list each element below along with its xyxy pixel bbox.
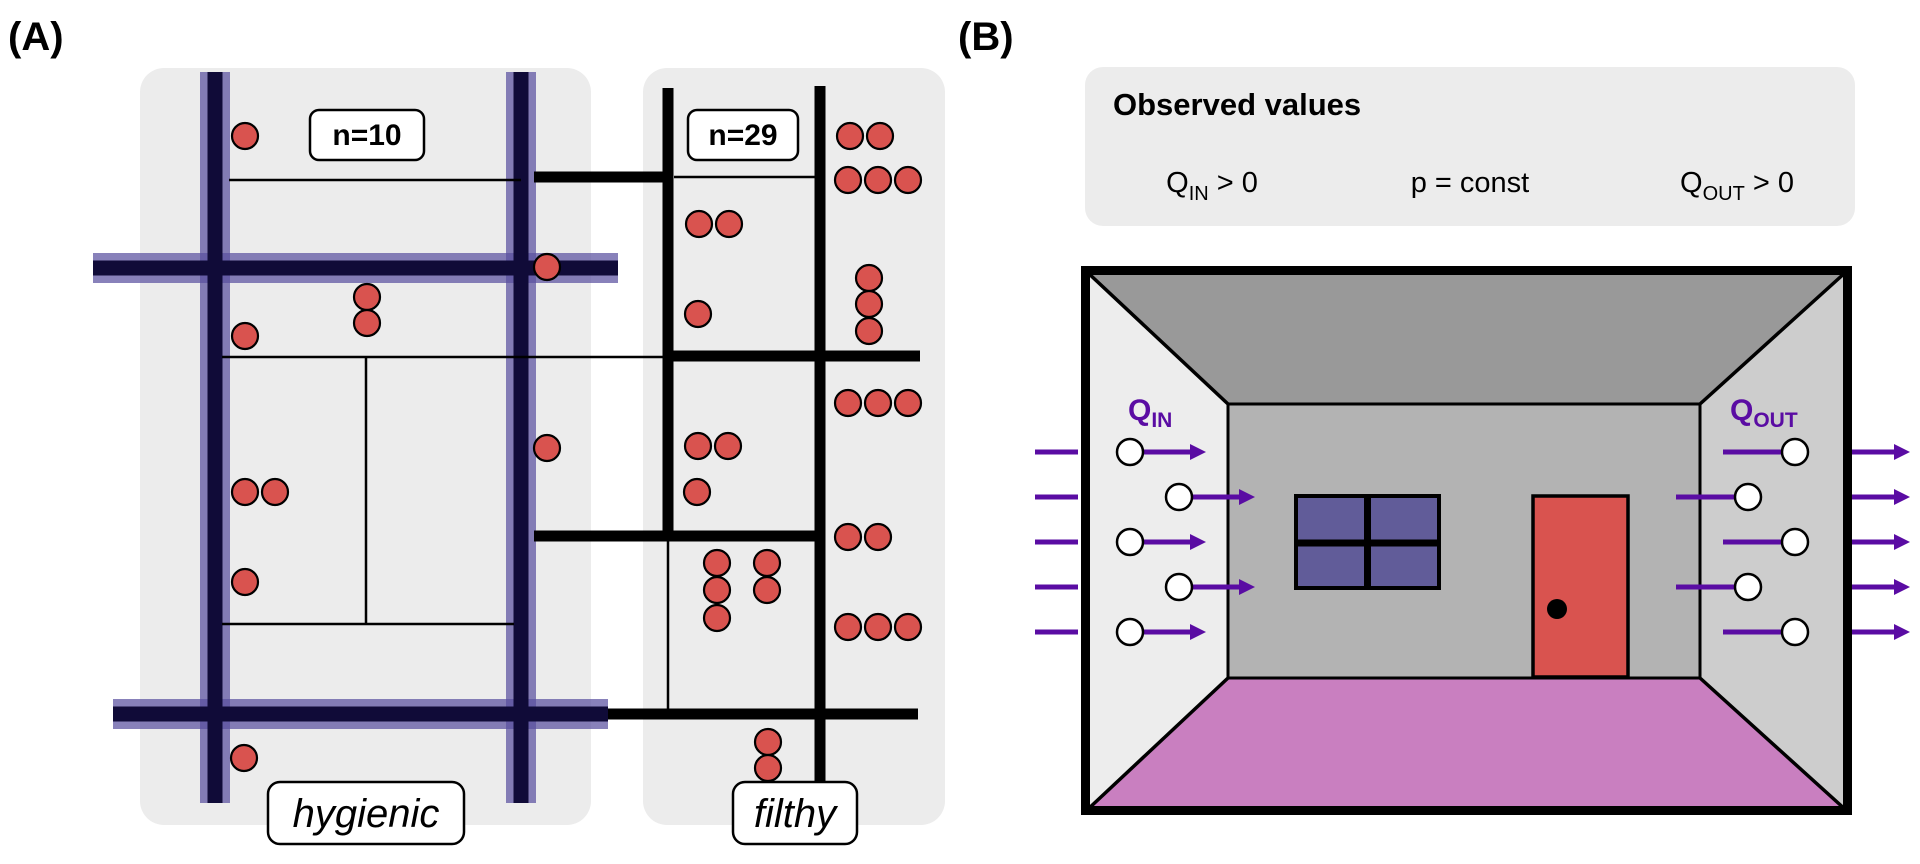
filthy-dot (863, 612, 893, 642)
outflow-vent-hole (1780, 527, 1810, 557)
hygienic-dot (352, 282, 382, 312)
arrowhead-icon (1894, 624, 1910, 640)
arrowhead-icon (1894, 579, 1910, 595)
room-outer-border (1081, 266, 1852, 815)
filthy-dot (702, 603, 732, 633)
hygienic-dot (352, 308, 382, 338)
filthy-dot (833, 612, 863, 642)
inflow-vent-hole (1115, 527, 1145, 557)
door-knob (1547, 599, 1567, 619)
inflow-vent-hole (1164, 572, 1194, 602)
observed-qout-value: QOUT > 0 (1680, 167, 1794, 205)
hygienic-dot (532, 433, 562, 463)
corner-edge-bottom-right (1698, 676, 1849, 813)
filthy-dot (702, 548, 732, 578)
outflow-vent-hole (1733, 572, 1763, 602)
filthy-dot (702, 575, 732, 605)
room-diagram: QIN QOUT (1035, 266, 1910, 815)
room-ceiling (1086, 271, 1847, 404)
outflow-vent-hole (1733, 482, 1763, 512)
filthy-name-label: filthy (754, 792, 839, 836)
corner-edge-top-right (1698, 269, 1849, 406)
observed-values-box (1085, 67, 1855, 226)
hygienic-dot (230, 321, 260, 351)
hygienic-dot (260, 477, 290, 507)
black-minor-streets (222, 175, 818, 712)
outflow-vent-hole (1780, 617, 1810, 647)
arrowhead-icon (1190, 444, 1206, 460)
inflow-vent-hole (1115, 617, 1145, 647)
filthy-dot (863, 522, 893, 552)
filthy-count-box (686, 108, 800, 162)
observed-qin-value: QIN > 0 (1166, 167, 1258, 205)
filthy-dot (752, 548, 782, 578)
hygienic-dots (229, 121, 562, 773)
hygienic-dot (229, 743, 259, 773)
window (1294, 494, 1441, 590)
arrowhead-icon (1239, 489, 1255, 505)
qin-label: QIN (1128, 394, 1172, 432)
filthy-count-label: n=29 (708, 119, 777, 152)
corner-edge-bottom-left (1084, 676, 1230, 813)
panel-a: (A) n=10 n=29 hygienic filthy (8, 15, 945, 846)
black-major-streets (534, 86, 920, 790)
airflow-arrows (1035, 437, 1910, 647)
navy-street-cores (93, 72, 618, 803)
filthy-dot (863, 388, 893, 418)
filthy-dot (893, 165, 923, 195)
filthy-dots (682, 121, 923, 783)
panel-a-tag: (A) (8, 15, 64, 59)
arrowhead-icon (1239, 579, 1255, 595)
arrowhead-icon (1190, 624, 1206, 640)
filthy-dot (835, 121, 865, 151)
observed-values-title: Observed values (1113, 87, 1361, 122)
panel-b-tag: (B) (958, 15, 1014, 59)
hygienic-dot (532, 252, 562, 282)
hygienic-count-box (308, 108, 426, 162)
door-panel (1531, 494, 1630, 679)
filthy-dot (753, 753, 783, 783)
filthy-name-box (731, 780, 859, 846)
panel-b: (B) Observed values QIN > 0 p = const QO… (958, 15, 1910, 815)
filthy-dot (833, 165, 863, 195)
hygienic-name-box (266, 780, 466, 846)
filthy-dot (863, 165, 893, 195)
arrowhead-icon (1894, 534, 1910, 550)
filthy-dot (752, 575, 782, 605)
filthy-dot (684, 209, 714, 239)
inflow-vent-hole (1115, 437, 1145, 467)
observed-pressure-value: p = const (1411, 167, 1530, 199)
hygienic-dot (230, 567, 260, 597)
inflow-vent-hole (1164, 482, 1194, 512)
hygienic-dot (230, 477, 260, 507)
filthy-dot (753, 727, 783, 757)
room-floor (1086, 678, 1847, 811)
filthy-dot (854, 289, 884, 319)
filthy-dot (714, 209, 744, 239)
filthy-dot (683, 299, 713, 329)
filthy-dot (833, 388, 863, 418)
filthy-dot (833, 522, 863, 552)
filthy-dot (854, 263, 884, 293)
filthy-dot (865, 121, 895, 151)
hygienic-dot (230, 121, 260, 151)
filthy-dot (682, 477, 712, 507)
arrowhead-icon (1894, 489, 1910, 505)
filthy-dot (854, 316, 884, 346)
qout-label: QOUT (1730, 394, 1798, 432)
arrowhead-icon (1894, 444, 1910, 460)
outflow-vent-hole (1780, 437, 1810, 467)
arrowhead-icon (1190, 534, 1206, 550)
filthy-dot (893, 612, 923, 642)
filthy-dot (893, 388, 923, 418)
filthy-dot (713, 431, 743, 461)
door (1531, 494, 1630, 679)
hygienic-name-label: hygienic (293, 792, 440, 836)
hygienic-count-label: n=10 (332, 119, 401, 152)
filthy-dot (683, 431, 713, 461)
corner-edge-top-left (1084, 269, 1230, 406)
